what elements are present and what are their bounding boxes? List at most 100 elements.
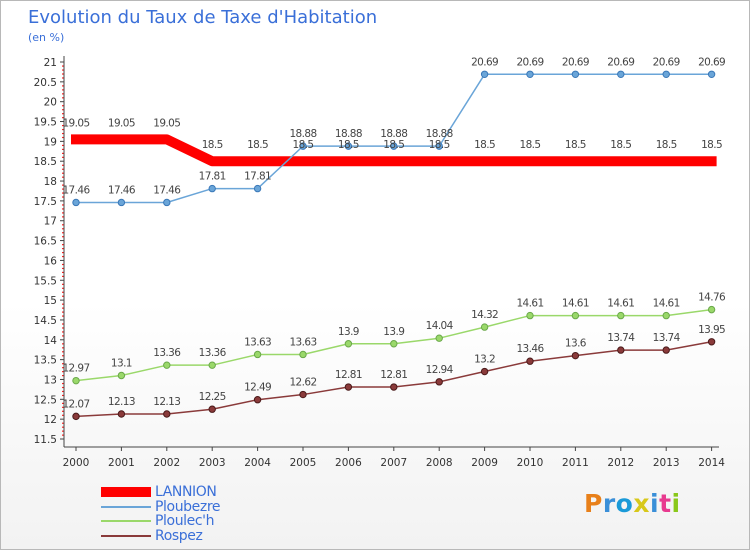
data-label-rospez: 13.6	[565, 338, 587, 350]
data-label-ploulec-h: 13.36	[199, 347, 227, 359]
data-label-rospez: 13.74	[653, 332, 681, 344]
y-minor-tick	[62, 331, 64, 333]
y-minor-tick	[62, 236, 64, 238]
data-point-rospez	[390, 383, 398, 391]
data-label-ploulec-h: 13.9	[338, 326, 359, 338]
y-minor-tick	[62, 228, 64, 230]
y-minor-tick	[62, 367, 64, 369]
y-minor-tick	[62, 283, 64, 285]
data-point-ploubezre	[435, 142, 443, 150]
data-point-ploubezre	[526, 70, 534, 79]
x-tick-label: 2009	[471, 457, 498, 469]
y-minor-tick	[62, 196, 64, 198]
data-point-ploulec-h	[707, 305, 716, 314]
data-label-ploubezre: 20.69	[516, 56, 543, 68]
data-point-rospez	[253, 396, 262, 404]
data-point-ploulec-h	[344, 340, 353, 348]
data-label-ploubezre: 20.69	[562, 56, 589, 68]
data-point-ploubezre	[253, 184, 262, 193]
y-minor-tick	[62, 303, 64, 305]
y-minor-tick	[62, 371, 64, 373]
y-minor-tick	[62, 89, 64, 91]
data-point-ploubezre	[208, 184, 216, 193]
data-point-ploulec-h	[299, 350, 307, 359]
y-minor-tick	[62, 406, 64, 408]
data-label-ploubezre: 20.69	[698, 56, 725, 68]
logo-letter: i	[650, 489, 660, 518]
x-tick-label: 2010	[517, 457, 544, 469]
y-minor-tick	[62, 248, 64, 250]
y-minor-tick	[62, 263, 64, 266]
data-label-ploulec-h: 14.61	[653, 298, 680, 310]
data-label-ploubezre: 20.69	[471, 56, 498, 68]
data-label-lannion: 18.5	[338, 139, 359, 151]
x-tick-label: 2007	[380, 457, 407, 469]
y-minor-tick	[62, 347, 64, 349]
y-tick-label: 15.5	[34, 275, 57, 287]
y-minor-tick	[62, 343, 64, 345]
y-minor-tick	[62, 188, 64, 190]
y-minor-tick	[62, 77, 64, 79]
data-point-rospez	[662, 346, 670, 354]
data-label-rospez: 12.13	[108, 396, 135, 408]
x-tick-label: 2002	[153, 457, 180, 469]
legend-swatch-ploulec-h	[101, 520, 151, 522]
data-point-ploulec-h	[435, 334, 443, 342]
y-tick-label: 12.5	[34, 394, 57, 406]
y-minor-tick	[62, 85, 64, 87]
data-label-rospez: 12.49	[244, 382, 271, 394]
data-label-rospez: 12.07	[62, 398, 89, 410]
data-label-rospez: 13.2	[474, 354, 495, 366]
y-minor-tick	[62, 105, 64, 107]
chart-title: Evolution du Taux de Taxe d'Habitation	[28, 7, 378, 28]
y-minor-tick	[62, 124, 64, 127]
chart-legend: LANNION Ploubezre Ploulec'h Rospez	[101, 484, 301, 544]
data-point-ploulec-h	[662, 311, 670, 320]
data-label-lannion: 18.5	[247, 139, 268, 151]
y-minor-tick	[62, 363, 64, 365]
logo-letter: P	[584, 489, 603, 518]
y-tick-label: 16.5	[34, 236, 57, 248]
data-label-rospez: 12.13	[153, 396, 180, 408]
data-point-rospez	[163, 410, 171, 418]
data-label-lannion: 18.5	[701, 139, 722, 151]
data-label-ploulec-h: 13.63	[244, 336, 271, 348]
x-tick-label: 2014	[698, 457, 725, 469]
y-minor-tick	[62, 232, 64, 234]
logo-letter: o	[615, 489, 634, 518]
data-label-ploulec-h: 14.32	[471, 309, 498, 321]
legend-swatch-ploubezre	[101, 505, 151, 508]
data-label-lannion: 18.5	[565, 139, 586, 151]
legend-item-ploulec-h: Ploulec'h	[101, 513, 301, 529]
data-label-lannion: 18.5	[656, 139, 677, 151]
legend-item-ploubezre: Ploubezre	[101, 499, 301, 515]
data-label-ploulec-h: 14.76	[698, 292, 726, 304]
logo-letter: i	[671, 489, 681, 518]
y-minor-tick	[62, 307, 64, 309]
x-tick-label: 2012	[607, 457, 634, 469]
y-tick-label: 16	[44, 255, 58, 267]
y-minor-tick	[62, 128, 64, 131]
data-label-ploulec-h: 14.61	[607, 298, 634, 310]
data-label-ploubezre: 18.88	[335, 128, 362, 140]
y-minor-tick	[62, 267, 64, 270]
y-minor-tick	[62, 275, 64, 277]
y-tick-label: 12	[44, 414, 57, 426]
y-minor-tick	[62, 390, 64, 393]
y-minor-tick	[62, 402, 64, 404]
y-minor-tick	[62, 192, 64, 194]
data-label-lannion: 19.05	[108, 117, 135, 129]
data-point-rospez	[117, 410, 126, 418]
y-minor-tick	[62, 394, 64, 397]
data-label-lannion: 18.5	[610, 139, 631, 151]
y-minor-tick	[62, 255, 64, 258]
y-tick-label: 18	[44, 176, 57, 188]
series-line-lannion	[71, 134, 717, 167]
x-tick-label: 2006	[335, 457, 362, 469]
data-label-ploubezre: 18.88	[289, 128, 316, 140]
y-minor-tick	[62, 375, 64, 377]
data-label-rospez: 12.25	[199, 391, 226, 403]
chart-subtitle: (en %)	[28, 31, 65, 44]
y-minor-tick	[62, 244, 64, 246]
data-label-rospez: 13.95	[698, 324, 725, 336]
